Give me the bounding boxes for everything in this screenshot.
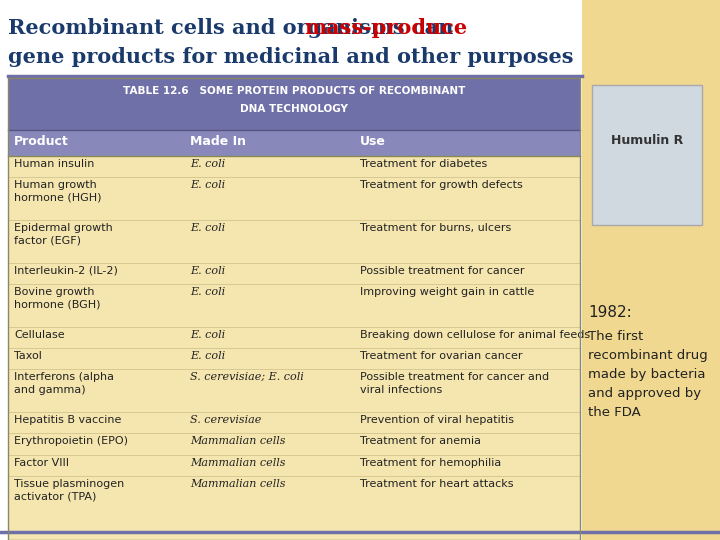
Bar [8,156,580,540]
Text: The first
recombinant drug
made by bacteria
and approved by
the FDA: The first recombinant drug made by bacte… [588,330,708,419]
Text: E. coli: E. coli [190,266,225,275]
Text: Treatment for hemophilia: Treatment for hemophilia [360,458,501,468]
Text: E. coli: E. coli [190,351,225,361]
Bar [8,130,580,156]
Text: E. coli: E. coli [190,329,225,340]
Text: Factor VIII: Factor VIII [14,458,69,468]
Text: Treatment for growth defects: Treatment for growth defects [360,180,523,190]
Bar [582,0,720,540]
Text: Treatment for heart attacks: Treatment for heart attacks [360,479,513,489]
Text: E. coli: E. coli [190,159,225,169]
Text: Treatment for ovarian cancer: Treatment for ovarian cancer [360,351,523,361]
Text: E. coli: E. coli [190,180,225,190]
Text: TABLE 12.6   SOME PROTEIN PRODUCTS OF RECOMBINANT: TABLE 12.6 SOME PROTEIN PRODUCTS OF RECO… [123,86,465,96]
Text: Possible treatment for cancer and
viral infections: Possible treatment for cancer and viral … [360,373,549,395]
Text: Treatment for anemia: Treatment for anemia [360,436,481,447]
Text: Recombinant cells and organisms can: Recombinant cells and organisms can [8,18,461,38]
Bar [8,78,580,540]
Text: gene products for medicinal and other purposes: gene products for medicinal and other pu… [8,47,574,67]
Text: Treatment for burns, ulcers: Treatment for burns, ulcers [360,223,511,233]
Text: E. coli: E. coli [190,223,225,233]
Text: Mammalian cells: Mammalian cells [190,479,286,489]
Text: 1982:: 1982: [588,305,631,320]
Text: Mammalian cells: Mammalian cells [190,458,286,468]
Text: Taxol: Taxol [14,351,42,361]
Bar [592,85,702,225]
Text: Interleukin-2 (IL-2): Interleukin-2 (IL-2) [14,266,118,275]
Text: Prevention of viral hepatitis: Prevention of viral hepatitis [360,415,514,425]
Text: Breaking down cellulose for animal feeds: Breaking down cellulose for animal feeds [360,329,590,340]
Text: Use: Use [360,135,386,148]
Bar [8,78,580,130]
Text: Cellulase: Cellulase [14,329,65,340]
Text: Erythropoietin (EPO): Erythropoietin (EPO) [14,436,128,447]
Text: Bovine growth
hormone (BGH): Bovine growth hormone (BGH) [14,287,101,309]
Text: Mammalian cells: Mammalian cells [190,436,286,447]
Text: Product: Product [14,135,68,148]
Text: Tissue plasminogen
activator (TPA): Tissue plasminogen activator (TPA) [14,479,125,502]
Text: E. coli: E. coli [190,287,225,297]
Text: S. cerevisiae; E. coli: S. cerevisiae; E. coli [190,373,304,382]
Text: Hepatitis B vaccine: Hepatitis B vaccine [14,415,122,425]
Text: Human growth
hormone (HGH): Human growth hormone (HGH) [14,180,102,202]
Text: Made In: Made In [190,135,246,148]
Text: mass-produce: mass-produce [304,18,467,38]
Text: Human insulin: Human insulin [14,159,94,169]
Text: Treatment for diabetes: Treatment for diabetes [360,159,487,169]
Text: Humulin R: Humulin R [611,133,683,146]
Text: S. cerevisiae: S. cerevisiae [190,415,261,425]
Text: Interferons (alpha
and gamma): Interferons (alpha and gamma) [14,373,114,395]
Text: Epidermal growth
factor (EGF): Epidermal growth factor (EGF) [14,223,113,245]
Text: DNA TECHNOLOGY: DNA TECHNOLOGY [240,104,348,114]
Text: Possible treatment for cancer: Possible treatment for cancer [360,266,524,275]
Text: Improving weight gain in cattle: Improving weight gain in cattle [360,287,534,297]
